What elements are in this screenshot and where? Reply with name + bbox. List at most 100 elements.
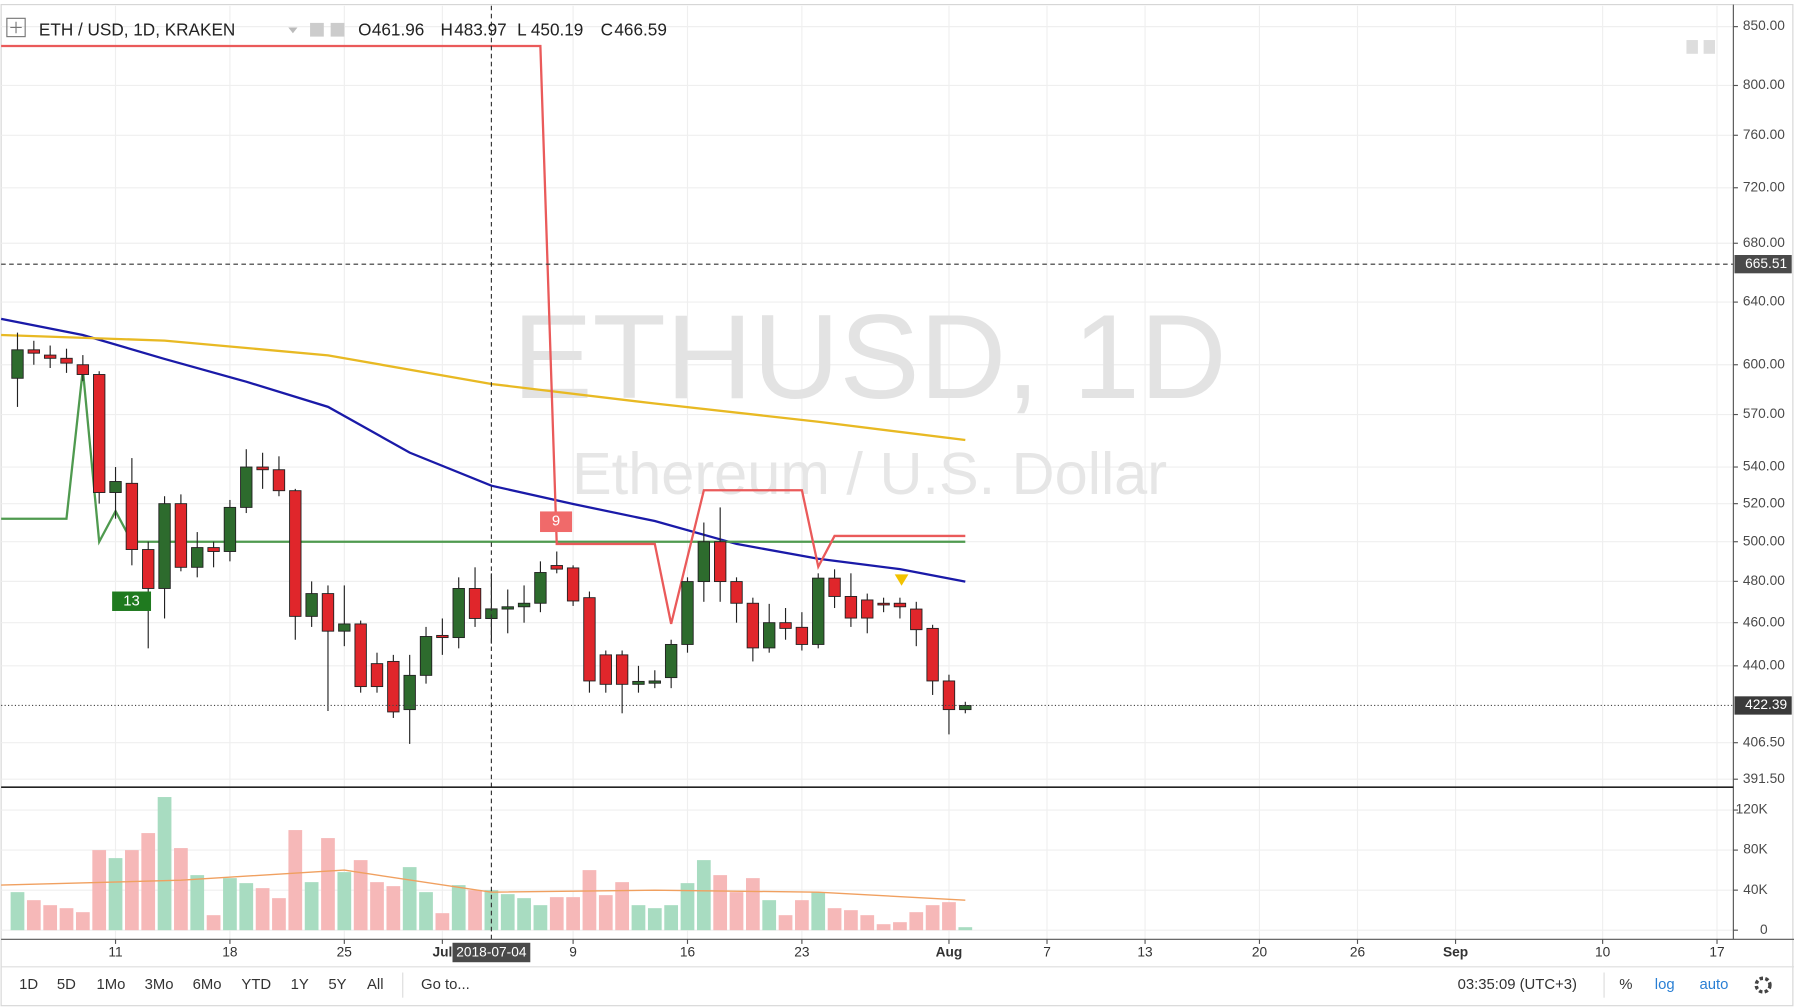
candle-body — [550, 565, 563, 570]
goto-button[interactable]: Go to... — [421, 977, 470, 993]
add-symbol-icon — [10, 21, 22, 34]
candle-body — [534, 572, 547, 604]
x-tick-label: 13 — [1137, 945, 1153, 960]
volume-bar — [419, 892, 433, 931]
settings-gear[interactable] — [1754, 976, 1772, 994]
range-button[interactable]: 1Mo — [97, 977, 126, 993]
range-button[interactable]: YTD — [241, 977, 271, 993]
candle-body — [926, 627, 939, 682]
hide-icon[interactable] — [330, 22, 345, 37]
y-tick-label: 760.00 — [1743, 127, 1785, 142]
candle-body — [861, 599, 874, 619]
candle-body — [795, 626, 809, 645]
volume-ma-line — [1, 869, 966, 901]
volume-bar — [125, 850, 139, 931]
symbol-title[interactable]: ETH / USD, 1D, KRAKEN — [39, 19, 235, 39]
volume-bar — [43, 905, 58, 931]
volume-bar — [876, 924, 891, 931]
volume-bar — [402, 867, 417, 931]
volume-bar — [925, 905, 940, 931]
candle-body — [713, 541, 727, 583]
volume-bar — [729, 892, 744, 931]
range-button[interactable]: All — [367, 977, 384, 993]
volume-bar — [321, 838, 335, 931]
signal-triangle — [894, 574, 909, 586]
x-tick-label: Aug — [936, 945, 963, 960]
range-button[interactable]: 5D — [57, 977, 76, 993]
volume-bar — [435, 913, 450, 931]
ohlc-key: L — [517, 19, 527, 39]
volume-bar — [598, 895, 613, 931]
volume-bar — [304, 882, 319, 931]
candle-body — [959, 705, 972, 711]
volume-bar — [713, 875, 728, 931]
volume-tick-label: 0 — [1760, 922, 1768, 937]
x-tick-label: 17 — [1709, 945, 1724, 960]
volume-bar — [353, 860, 368, 931]
candle-body — [60, 357, 73, 364]
volume-bar — [664, 905, 679, 931]
candle-body — [305, 593, 318, 617]
range-button[interactable]: 5Y — [328, 977, 346, 993]
volume-bar — [844, 910, 858, 931]
volume-bar — [75, 912, 90, 931]
volume-bar — [517, 898, 531, 931]
ohlc-value: 461.96 — [372, 19, 424, 39]
candle-body — [27, 349, 41, 354]
symbol-dropdown[interactable] — [288, 27, 298, 34]
candle-body — [256, 466, 269, 471]
pane-button[interactable] — [1703, 40, 1716, 54]
range-button[interactable]: 1Y — [291, 977, 309, 993]
count-badge-label: 9 — [552, 514, 560, 530]
candle-body — [142, 549, 155, 589]
settings-icon[interactable] — [310, 22, 324, 37]
volume-bar — [223, 878, 237, 931]
y-tick-label: 800.00 — [1743, 77, 1785, 92]
y-tick-label: 391.50 — [1743, 771, 1785, 786]
candle-body — [812, 577, 825, 645]
candle-body — [403, 674, 416, 711]
candle-body — [566, 567, 580, 602]
y-tick-label: 640.00 — [1743, 294, 1785, 309]
candle-body — [191, 547, 204, 568]
candle-body — [763, 622, 776, 649]
add-symbol-button[interactable] — [6, 17, 26, 38]
candle-body — [370, 663, 384, 688]
range-button[interactable]: 1D — [19, 977, 38, 993]
candle-body — [76, 364, 90, 375]
candle-body — [387, 660, 400, 713]
volume-tick-label: 80K — [1743, 842, 1767, 857]
candle-body — [615, 654, 629, 685]
auto-toggle[interactable]: auto — [1699, 977, 1728, 993]
ohlc-value: 483.97 — [454, 19, 506, 39]
volume-bar — [92, 850, 107, 931]
candle-body — [779, 622, 792, 629]
crosshair-date-label: 2018-07-04 — [456, 945, 527, 960]
volume-bar — [909, 912, 924, 931]
indicator-line — [0, 317, 966, 583]
pane-button[interactable] — [1686, 40, 1698, 54]
candle-body — [272, 469, 286, 492]
volume-bar — [615, 882, 629, 931]
y-tick-label: 480.00 — [1743, 573, 1785, 588]
clock: 03:35:09 (UTC+3) — [1458, 977, 1577, 993]
volume-bar — [500, 894, 515, 931]
log-toggle[interactable]: log — [1655, 977, 1675, 993]
y-tick-label: 540.00 — [1743, 459, 1785, 474]
candle-body — [877, 602, 890, 606]
range-button[interactable]: 6Mo — [193, 977, 222, 993]
y-tick-label: 720.00 — [1743, 179, 1785, 194]
volume-bar — [108, 858, 123, 931]
volume-bar — [239, 883, 254, 931]
candle-body — [43, 354, 57, 359]
candle-body — [240, 466, 253, 508]
candle-body — [174, 503, 188, 568]
candle-body — [746, 602, 760, 649]
volume-tick-label: 40K — [1743, 882, 1767, 897]
candle-body — [501, 606, 514, 610]
y-tick-label: 680.00 — [1743, 235, 1785, 250]
percent-toggle[interactable]: % — [1619, 977, 1632, 993]
range-button[interactable]: 3Mo — [145, 977, 174, 993]
